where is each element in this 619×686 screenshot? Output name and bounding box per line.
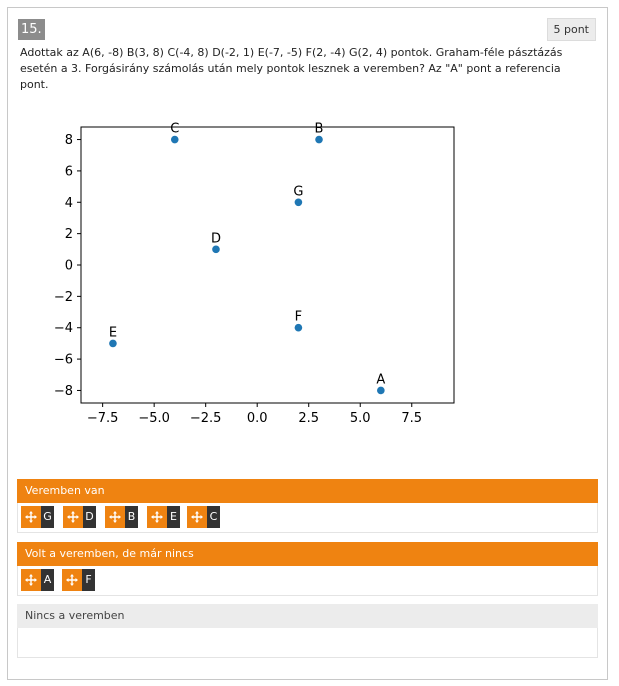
chip-label: A [41, 569, 54, 591]
chip-label: C [207, 506, 220, 528]
drop-zone-was-in-stack[interactable]: A F [17, 566, 598, 596]
point-label-A: A [376, 372, 385, 387]
point-F [294, 323, 303, 332]
point-C [170, 135, 179, 144]
group-header-not-in-stack: Nincs a veremben [17, 604, 598, 628]
x-tick-label: −5.0 [138, 411, 170, 426]
move-arrows-icon[interactable] [187, 506, 207, 528]
question-card: 15. 5 pont Adottak az A(6, -8) B(3, 8) C… [7, 7, 608, 680]
chip-B[interactable]: B [105, 506, 138, 528]
question-number: 15. [18, 19, 45, 40]
point-E [109, 339, 117, 348]
group-header-in-stack: Veremben van [17, 479, 598, 503]
x-tick-label: 0.0 [247, 411, 268, 426]
drop-zone-in-stack[interactable]: G D B E C [17, 503, 598, 533]
move-arrows-icon[interactable] [63, 506, 83, 528]
chip-F[interactable]: F [62, 569, 95, 591]
point-G [294, 198, 303, 207]
group-header-was-in-stack: Volt a veremben, de már nincs [17, 542, 598, 566]
points-badge: 5 pont [546, 18, 596, 41]
y-tick-label: 8 [65, 133, 73, 148]
y-tick-label: −8 [54, 384, 73, 399]
x-tick-label: −2.5 [190, 411, 222, 426]
x-tick-label: 5.0 [350, 411, 371, 426]
y-tick-label: −4 [54, 321, 73, 336]
plot-frame [80, 126, 455, 404]
y-tick-label: 2 [65, 227, 73, 242]
y-tick-label: 4 [65, 196, 73, 211]
move-arrows-icon[interactable] [105, 506, 125, 528]
chip-E[interactable]: E [147, 506, 180, 528]
y-tick-label: −2 [54, 290, 73, 305]
point-A [377, 386, 385, 395]
question-text: Adottak az A(6, -8) B(3, 8) C(-4, 8) D(-… [20, 46, 563, 91]
y-tick-label: 0 [65, 259, 73, 274]
point-label-C: C [170, 122, 179, 137]
point-label-B: B [315, 122, 324, 137]
y-tick-label: −6 [54, 353, 73, 368]
chip-label: D [83, 506, 96, 528]
chip-label: F [82, 569, 95, 591]
point-label-D: D [211, 231, 221, 246]
point-label-G: G [293, 184, 303, 199]
chip-A[interactable]: A [21, 569, 54, 591]
move-arrows-icon[interactable] [21, 506, 41, 528]
drop-zone-not-in-stack[interactable] [17, 628, 598, 658]
point-B [315, 135, 323, 144]
chip-D[interactable]: D [63, 506, 96, 528]
chip-G[interactable]: G [21, 506, 54, 528]
x-tick-label: 7.5 [401, 411, 422, 426]
point-D [212, 245, 220, 254]
x-tick-label: 2.5 [298, 411, 319, 426]
chip-label: G [41, 506, 54, 528]
chip-C[interactable]: C [187, 506, 220, 528]
y-tick-label: 6 [65, 164, 73, 179]
move-arrows-icon[interactable] [21, 569, 41, 591]
point-label-E: E [109, 325, 117, 340]
move-arrows-icon[interactable] [147, 506, 167, 528]
chip-label: B [125, 506, 138, 528]
scatter-chart: −7.5 −5.0 −2.5 0.0 2.5 5.0 7.5 −8 −6 −4 −2 0 2 4 6 8 A B… [54, 122, 455, 426]
point-label-F: F [295, 310, 302, 325]
move-arrows-icon[interactable] [62, 569, 82, 591]
chip-label: E [167, 506, 180, 528]
x-tick-label: −7.5 [87, 411, 119, 426]
